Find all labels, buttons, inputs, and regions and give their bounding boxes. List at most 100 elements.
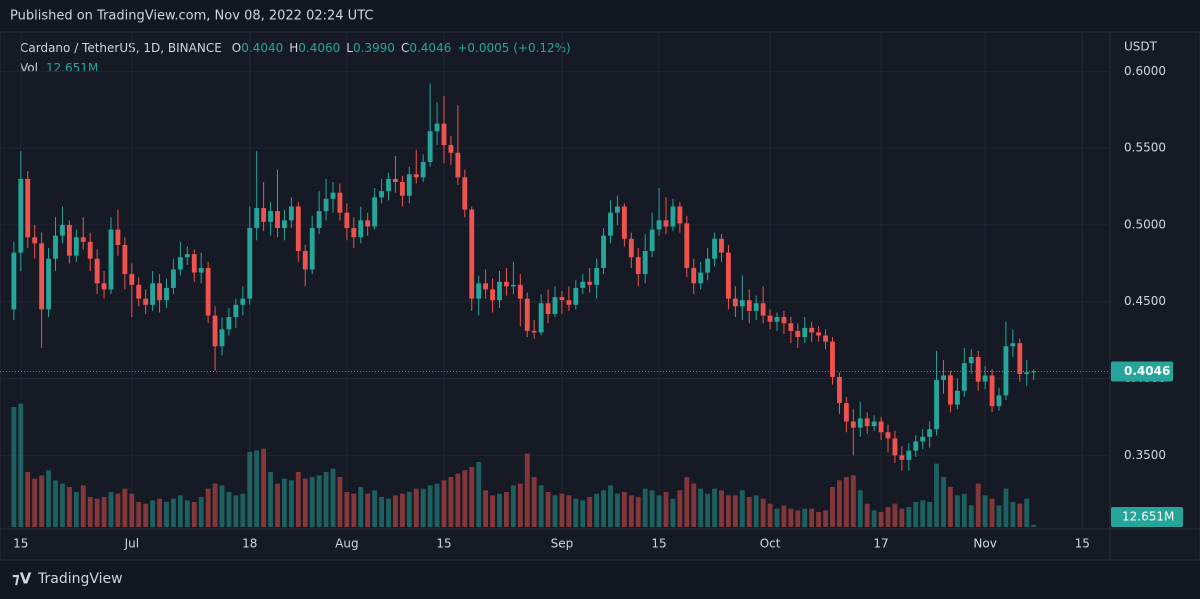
- volume-bar: [510, 485, 516, 527]
- candle-body: [954, 390, 960, 405]
- brand-name: TradingView: [37, 571, 123, 587]
- candle-body: [184, 254, 190, 258]
- candle-body: [87, 241, 93, 259]
- o-label: O: [232, 41, 241, 55]
- candle-body: [517, 284, 523, 299]
- volume-bar: [406, 492, 412, 527]
- candle-body: [753, 303, 759, 311]
- candle-body: [393, 178, 398, 182]
- candle-body: [649, 229, 655, 252]
- volume-bar: [566, 495, 572, 527]
- candle-body: [46, 258, 51, 310]
- volume-bar: [705, 493, 711, 527]
- c-label: C: [401, 41, 409, 55]
- volume-bar: [892, 503, 898, 527]
- candle-body: [1017, 343, 1023, 374]
- candle-body: [760, 303, 766, 316]
- candle-body: [316, 211, 322, 229]
- candle-body: [219, 329, 225, 347]
- volume-bar: [642, 488, 648, 527]
- candle-body: [171, 269, 176, 288]
- volume-bar: [601, 490, 606, 527]
- volume-bar: [559, 493, 565, 527]
- candle-body: [802, 327, 808, 338]
- candle-body: [739, 300, 745, 307]
- candle-body: [857, 418, 863, 428]
- candle-body: [53, 235, 58, 259]
- candle-body: [615, 206, 620, 213]
- candle-body: [483, 283, 489, 290]
- volume-bar: [87, 497, 93, 527]
- candle-body: [684, 223, 690, 268]
- volume-bar: [726, 495, 731, 527]
- x-tick-label: Jul: [124, 537, 139, 551]
- candle-body: [302, 251, 308, 270]
- volume-bar: [212, 483, 218, 527]
- candle-body: [226, 317, 232, 330]
- volume-bar: [420, 488, 426, 527]
- candle-body: [795, 330, 801, 338]
- candle-body: [726, 252, 731, 299]
- volume-bar: [1010, 502, 1016, 527]
- brand-logo: ⁊𝗩: [12, 570, 32, 588]
- candle-body: [906, 450, 912, 460]
- volume-bar: [316, 475, 322, 527]
- candle-body: [254, 208, 260, 229]
- volume-bar: [455, 473, 461, 527]
- volume-bar: [365, 493, 371, 527]
- candle-body: [164, 287, 169, 301]
- volume-bar: [677, 490, 683, 527]
- candle-body: [843, 403, 849, 422]
- volume-bar: [476, 462, 482, 527]
- candle-body: [268, 211, 273, 222]
- volume-bar: [1024, 498, 1030, 527]
- volume-bar: [171, 498, 176, 527]
- candle-body: [830, 341, 835, 377]
- candle-body: [101, 283, 107, 290]
- volume-bar: [358, 487, 364, 527]
- volume-bar: [164, 502, 169, 527]
- last-price-tag: [1111, 361, 1173, 382]
- candle-body: [989, 375, 995, 407]
- x-tick-label: 15: [651, 537, 666, 551]
- candle-body: [198, 267, 204, 273]
- candle-body: [39, 243, 45, 310]
- volume-bar: [580, 500, 586, 527]
- volume-bar: [302, 478, 308, 527]
- x-tick-label: Sep: [551, 537, 574, 551]
- volume-bar: [1031, 524, 1037, 527]
- candle-body: [1010, 343, 1016, 347]
- candle-body: [982, 375, 988, 382]
- candle-body: [115, 229, 121, 245]
- volume-bar: [975, 483, 981, 527]
- candle-body: [580, 281, 586, 288]
- candle-body: [920, 436, 926, 442]
- volume-bar: [136, 502, 142, 527]
- volume-bar: [66, 487, 72, 527]
- candle-body: [73, 237, 79, 256]
- volume-bar: [719, 490, 724, 527]
- candle-body: [337, 192, 343, 213]
- candle-body: [712, 238, 717, 259]
- volume-bar: [795, 510, 801, 527]
- candle-body: [899, 455, 905, 460]
- volume-bar: [219, 485, 225, 527]
- volume-bar: [427, 485, 433, 527]
- volume-bar: [531, 477, 537, 527]
- candle-body: [212, 315, 218, 347]
- candle-body: [975, 357, 981, 382]
- volume-bar: [177, 495, 183, 527]
- candle-body: [288, 206, 294, 221]
- candle-body: [566, 300, 572, 305]
- candle-body: [344, 212, 350, 229]
- brand: ⁊𝗩 TradingView: [12, 570, 123, 588]
- candle-body: [892, 438, 898, 456]
- volume-bar: [739, 490, 745, 527]
- volume-bar: [628, 495, 634, 527]
- candle-body: [129, 274, 135, 285]
- candle-body: [941, 375, 946, 381]
- volume-bar: [490, 495, 495, 527]
- volume-bar: [11, 407, 17, 527]
- x-tick-label: 18: [242, 537, 257, 551]
